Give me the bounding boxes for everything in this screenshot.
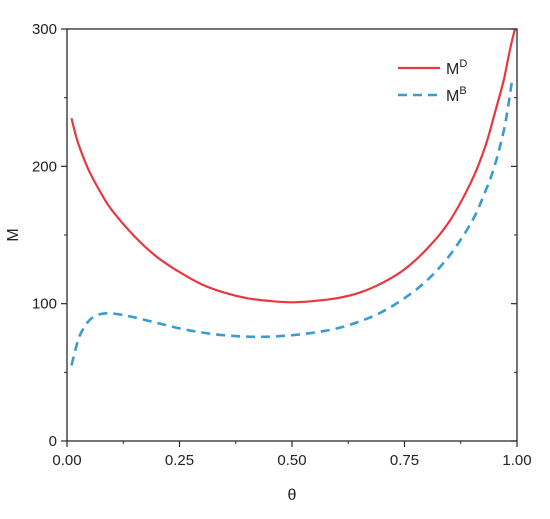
y-axis-title: M bbox=[5, 228, 22, 241]
plot-area bbox=[67, 29, 517, 441]
x-tick-label: 0.25 bbox=[165, 452, 194, 469]
series-layer bbox=[70, 29, 517, 366]
y-tick-label: 0 bbox=[49, 433, 57, 450]
series-line-m-b bbox=[70, 76, 514, 366]
legend: MD MB bbox=[398, 58, 467, 105]
y-tick-label: 200 bbox=[32, 158, 57, 175]
series-line-m-d bbox=[70, 29, 517, 304]
y-tick-label: 300 bbox=[32, 21, 57, 38]
legend-label-m-d: MD bbox=[446, 58, 467, 78]
tick-labels-layer: 0.00 0.25 0.50 0.75 1.00 0 100 200 300 bbox=[32, 21, 532, 469]
x-tick-label: 0.00 bbox=[52, 452, 81, 469]
legend-label-m-b: MB bbox=[446, 85, 467, 105]
x-axis-title: θ bbox=[288, 487, 297, 504]
x-tick-label: 0.50 bbox=[277, 452, 306, 469]
x-tick-label: 1.00 bbox=[502, 452, 531, 469]
y-tick-label: 100 bbox=[32, 296, 57, 313]
x-tick-label: 0.75 bbox=[390, 452, 419, 469]
ticks-layer bbox=[61, 28, 518, 447]
